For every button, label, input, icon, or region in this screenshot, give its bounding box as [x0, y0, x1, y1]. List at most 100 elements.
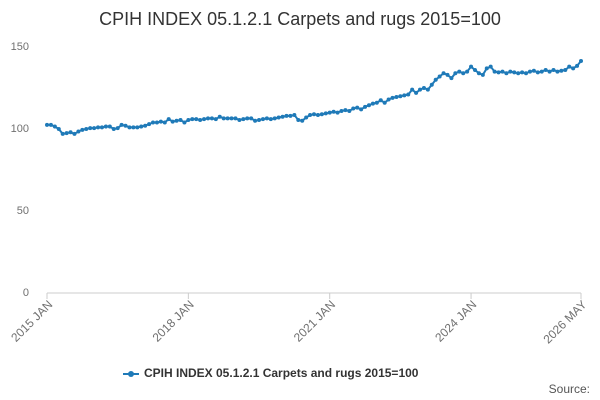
point	[524, 71, 529, 76]
point	[233, 116, 238, 121]
point	[229, 116, 234, 121]
point	[202, 117, 207, 122]
point	[103, 124, 108, 129]
point	[472, 67, 477, 72]
x-tick-label: 2018 JAN	[150, 297, 197, 344]
point	[158, 119, 163, 124]
point	[92, 126, 97, 131]
point	[76, 129, 81, 134]
point	[135, 125, 140, 130]
point	[406, 92, 411, 97]
x-tick-label: 2021 JAN	[291, 297, 338, 344]
point	[147, 122, 152, 127]
point	[72, 131, 77, 136]
point	[512, 70, 517, 75]
point	[241, 117, 246, 122]
point	[370, 101, 375, 106]
point	[96, 125, 101, 130]
point	[280, 114, 285, 119]
point	[308, 113, 313, 118]
point	[131, 125, 136, 130]
point	[335, 110, 340, 115]
point	[174, 118, 179, 123]
point	[80, 127, 85, 132]
point	[453, 71, 458, 76]
point	[386, 97, 391, 102]
point	[84, 127, 89, 131]
point	[531, 68, 536, 73]
y-tick-label: 150	[11, 41, 29, 53]
point	[547, 69, 552, 74]
point	[504, 71, 509, 76]
legend-marker	[128, 371, 134, 377]
point	[571, 66, 576, 71]
point	[182, 120, 187, 125]
point	[484, 66, 489, 71]
point	[221, 116, 226, 121]
point	[359, 107, 364, 112]
point	[213, 117, 218, 122]
x-tick-label: 2026 MAY	[540, 297, 589, 346]
point	[527, 69, 532, 74]
point	[107, 124, 112, 129]
point	[170, 119, 175, 124]
point	[260, 117, 265, 122]
point	[410, 87, 415, 92]
point	[52, 124, 57, 129]
source: Source:	[549, 382, 590, 396]
point	[457, 69, 462, 74]
point	[115, 126, 120, 131]
point	[296, 117, 301, 122]
point	[166, 117, 171, 122]
point	[339, 108, 344, 113]
point	[476, 71, 481, 76]
point	[543, 67, 548, 72]
point	[579, 58, 583, 63]
point	[539, 69, 544, 74]
point	[402, 93, 407, 98]
point	[374, 100, 379, 105]
point	[563, 67, 568, 72]
point	[288, 113, 293, 118]
point	[421, 86, 426, 90]
point	[366, 103, 371, 108]
point	[272, 116, 277, 121]
point	[139, 124, 144, 129]
point	[551, 67, 556, 72]
point	[433, 77, 438, 82]
point	[209, 116, 214, 121]
point	[492, 69, 497, 74]
point	[437, 74, 442, 79]
point	[123, 123, 128, 128]
point	[264, 116, 269, 121]
point	[257, 117, 262, 122]
point	[480, 72, 485, 77]
point	[429, 82, 434, 87]
point	[575, 63, 580, 68]
point	[363, 104, 368, 109]
point	[312, 112, 316, 117]
point	[194, 117, 199, 122]
y-tick-label: 50	[17, 205, 29, 217]
chart-title: CPIH INDEX 05.1.2.1 Carpets and rugs 201…	[99, 9, 501, 29]
point	[127, 125, 132, 130]
point	[315, 113, 320, 118]
point	[469, 64, 474, 69]
point	[508, 69, 513, 74]
point	[500, 69, 505, 74]
point	[60, 131, 65, 136]
point	[331, 109, 336, 114]
point	[268, 117, 273, 122]
point	[347, 108, 352, 113]
point	[414, 90, 419, 95]
point	[378, 98, 383, 103]
point	[245, 116, 250, 121]
point	[461, 71, 466, 76]
point	[190, 117, 195, 122]
point	[323, 111, 328, 116]
point	[151, 120, 156, 125]
point	[496, 70, 501, 75]
point	[284, 113, 289, 118]
point	[198, 117, 203, 122]
point	[249, 116, 254, 121]
